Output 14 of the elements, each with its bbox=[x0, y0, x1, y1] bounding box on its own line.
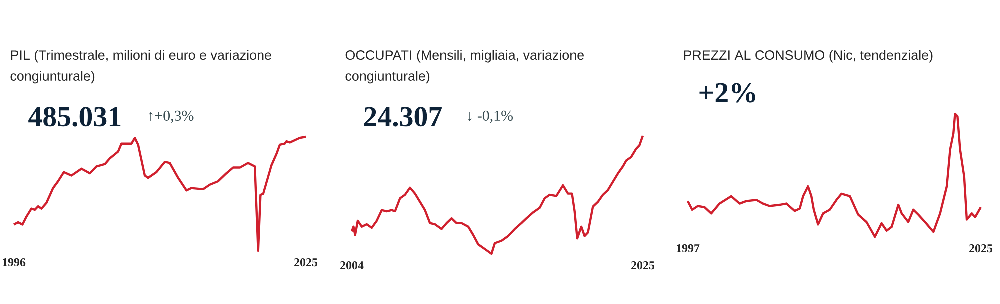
text: 485.031 bbox=[28, 107, 121, 127]
x-tick-label: 2025 bbox=[970, 244, 993, 253]
x-tick-label: 2025 bbox=[294, 258, 318, 267]
x-tick-label: 1996 bbox=[3, 258, 26, 267]
text: ↓ -0,1% bbox=[468, 110, 514, 124]
text: ↑+0,3% bbox=[149, 110, 194, 124]
chart-title: PIL (Trimestrale, milioni di euro e variazione congiunturale) bbox=[10, 50, 272, 84]
text: +2% bbox=[700, 83, 756, 103]
chart-title: PREZZI AL CONSUMO (Nic, tendenziale) bbox=[684, 50, 933, 63]
text: 24.307 bbox=[364, 107, 442, 127]
x-tick-label: 1997 bbox=[677, 244, 700, 253]
x-tick-label: 2004 bbox=[340, 262, 364, 270]
x-tick-label: 2025 bbox=[632, 262, 655, 270]
chart-title: OCCUPATI (Mensili, migliaia, variazione congiunturale) bbox=[346, 50, 584, 84]
